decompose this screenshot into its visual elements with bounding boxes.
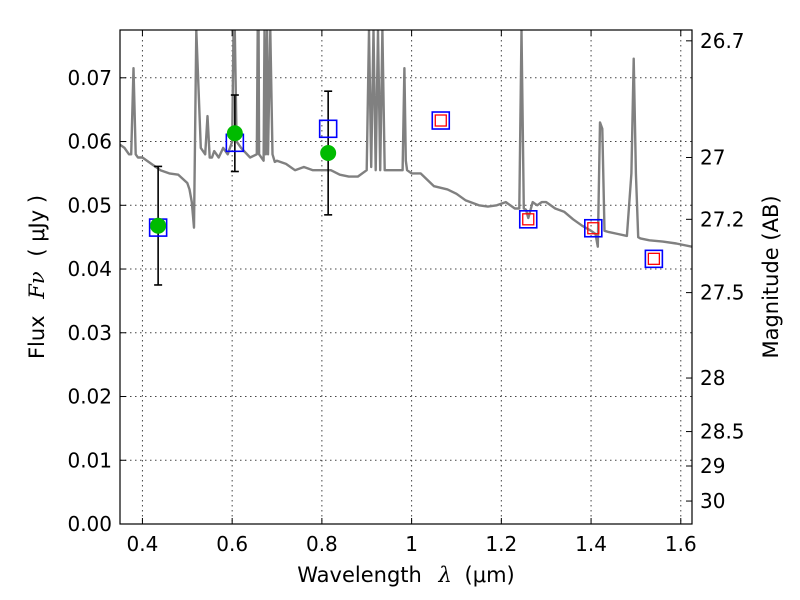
model-photometry-square [518, 210, 538, 229]
x-axis-title-text: Wavelength [297, 563, 422, 587]
y-tick-label: 0.02 [67, 385, 112, 409]
plot-frame [119, 29, 693, 525]
observed-point [226, 125, 243, 142]
y2-tick-label: 29 [700, 454, 725, 478]
y-tick-label: 0.05 [67, 193, 112, 217]
model-photometry-square [644, 249, 664, 269]
observed-point [320, 145, 337, 162]
x-tick-label: 0.4 [127, 532, 159, 556]
y-tick-label: 0.00 [67, 512, 112, 536]
y-axis-title-unit: ( μJy ) [25, 195, 49, 257]
model-photometry-inner-square [522, 213, 535, 226]
y2-tick-label: 26.7 [700, 29, 745, 53]
x-axis-title-symbol: λ [438, 563, 452, 587]
model-photometry-inner-square [587, 222, 600, 235]
model-photometry-inner-square [434, 114, 447, 127]
y-tick-label: 0.03 [67, 321, 112, 345]
x-tick-label: 1.2 [485, 532, 517, 556]
x-tick-label: 1 [405, 532, 418, 556]
model-photometry-square [318, 119, 338, 139]
y-axis-title-text: Flux [25, 315, 49, 359]
axis-ticks: 0.4 0.6 0.8 1 1.2 1.4 1.6 0.00 0.01 0.02 0.03 0.04 0… [67, 29, 744, 556]
x-tick-label: 0.8 [306, 532, 338, 556]
model-photometry-square [584, 218, 603, 238]
y2-tick-label: 27.2 [700, 207, 745, 231]
spectrum-line [120, 30, 692, 248]
y-axis-title-symbol: Fν [25, 271, 49, 300]
y-tick-label: 0.04 [67, 257, 112, 281]
y-tick-label: 0.01 [67, 448, 112, 472]
model-photometry-inner-square [647, 252, 661, 265]
x-tick-label: 1.6 [665, 532, 697, 556]
model-photometry-square [431, 111, 451, 130]
y2-tick-label: 28 [700, 366, 725, 390]
y2-tick-label: 27 [700, 145, 725, 169]
x-axis-title-unit: (μm) [465, 563, 515, 587]
y2-axis-title: Magnitude (AB) [759, 195, 783, 358]
observed-point [150, 217, 167, 234]
y-tick-label: 0.06 [67, 130, 112, 154]
y-axis-title: Flux Fν ( μJy ) [25, 195, 49, 359]
y-tick-label: 0.07 [67, 66, 112, 90]
y2-tick-label: 27.5 [700, 281, 745, 305]
plot-area [120, 30, 692, 286]
y2-tick-label: 28.5 [700, 420, 745, 444]
y2-tick-label: 30 [700, 489, 725, 513]
x-axis-title: Wavelength λ (μm) [297, 563, 514, 587]
x-tick-label: 0.6 [216, 532, 248, 556]
x-tick-label: 1.4 [575, 532, 607, 556]
